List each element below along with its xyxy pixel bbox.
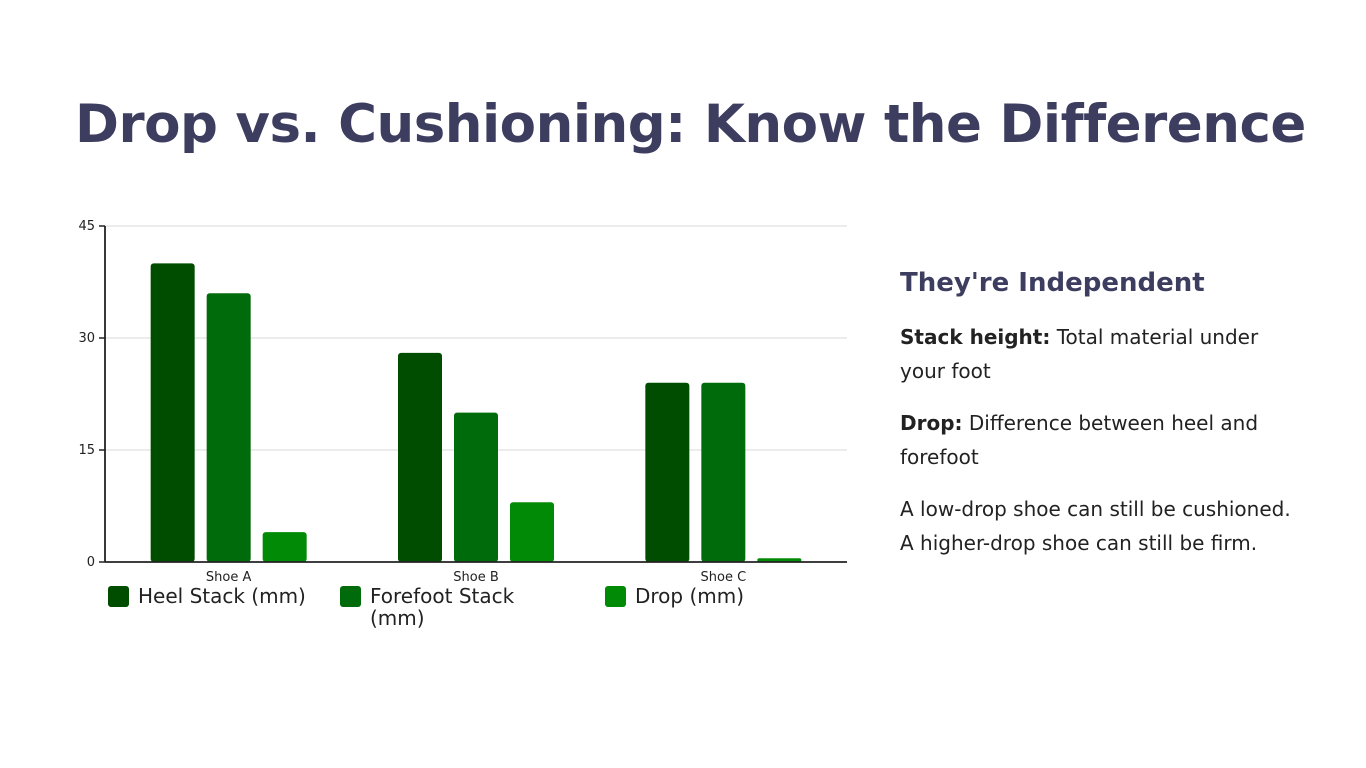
bar-drop-shoe-a [262,532,307,562]
legend-swatch-heel [108,586,129,607]
legend-swatch-forefoot [340,586,361,607]
y-tick-labels: 0 15 30 45 [78,219,105,570]
x-tick-label: Shoe A [206,570,252,585]
legend-item-heel: Heel Stack (mm) [108,585,328,607]
side-heading: They're Independent [900,268,1205,298]
side-panel: They're Independent Stack height: Total … [900,268,1300,578]
stack-height-text: Total material under your foot [900,325,1259,383]
legend-swatch-drop [605,586,626,607]
legend-item-drop: Drop (mm) [605,585,835,607]
legend-label-heel: Heel Stack (mm) [138,584,306,608]
legend-item-forefoot: Forefoot Stack (mm) [340,585,545,629]
drop-text: Difference between heel and forefoot [900,411,1259,469]
chart-legend: Heel Stack (mm) Forefoot Stack (mm) Drop… [108,585,848,635]
stack-height-definition: Stack height: Total material under your … [900,320,1300,388]
stack-height-term: Stack height: [900,325,1051,349]
bar-heel-shoe-c [645,382,690,562]
y-tick-label: 15 [78,443,95,458]
y-tick-label: 45 [78,219,95,234]
bar-drop-shoe-c [757,558,802,562]
x-tick-label: Shoe C [701,570,747,585]
y-tick-label: 0 [87,555,95,570]
drop-term: Drop: [900,411,963,435]
x-tick-label: Shoe B [453,570,499,585]
y-tick-label: 30 [78,331,95,346]
bar-heel-shoe-b [398,352,442,562]
bar-forefoot-shoe-c [701,382,746,562]
x-tick-labels: Shoe A Shoe B Shoe C [206,570,746,585]
bars [150,263,802,562]
bar-forefoot-shoe-a [206,293,251,562]
axes [104,226,847,563]
bar-chart: 0 15 30 45 Shoe A Shoe B Shoe C [78,219,847,585]
bar-heel-shoe-a [150,263,195,562]
side-note: A low-drop shoe can still be cushioned. … [900,497,1291,555]
legend-label-forefoot: Forefoot Stack (mm) [370,584,515,630]
drop-definition: Drop: Difference between heel and forefo… [900,406,1300,474]
bar-drop-shoe-b [510,502,554,562]
slide-title: Drop vs. Cushioning: Know the Difference [75,94,1306,155]
bar-forefoot-shoe-b [454,412,498,562]
legend-label-drop: Drop (mm) [635,584,745,608]
